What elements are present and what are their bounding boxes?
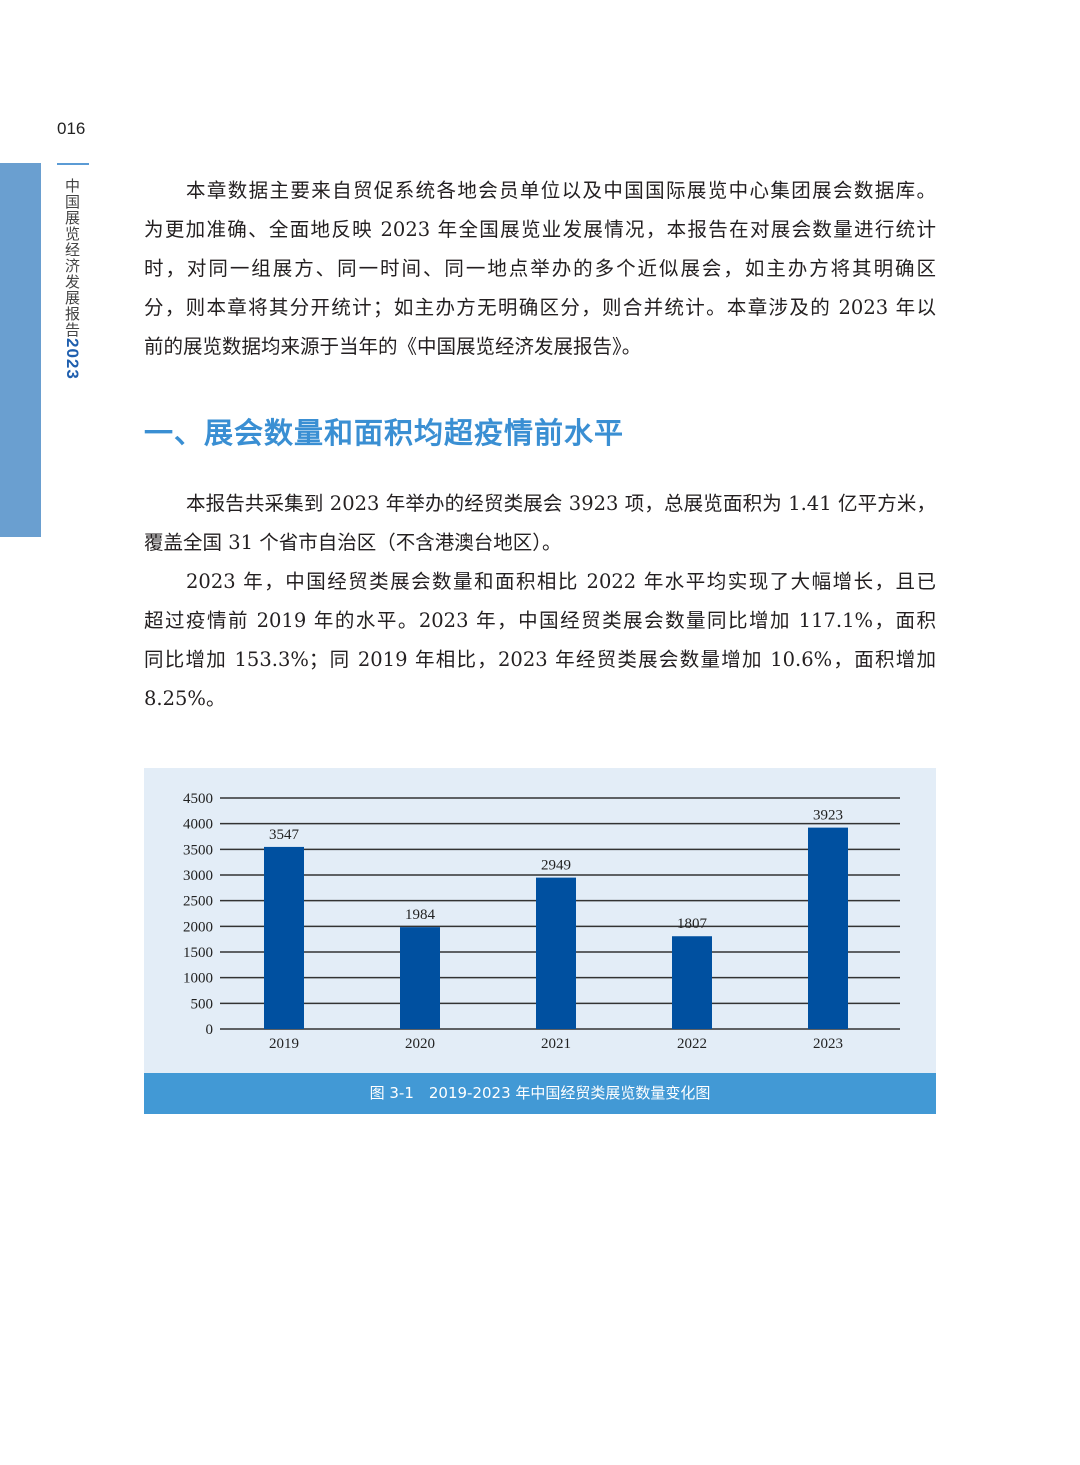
bar-2022 xyxy=(672,936,712,1029)
y-tick-label: 500 xyxy=(191,996,214,1012)
bar-2019 xyxy=(264,846,304,1029)
bar-chart: 0 500 1000 1500 2000 2500 3000 3500 4000 4500 3547… xyxy=(183,791,900,1052)
bar-2023 xyxy=(808,827,848,1029)
text-line: 同比增加 153.3%；同 2019 年相比，2023 年经贸类展会数量增加 1… xyxy=(144,648,936,671)
y-tick-label: 4000 xyxy=(183,817,213,833)
text-line: 超过疫情前 2019 年的水平。2023 年，中国经贸类展会数量同比增加 117… xyxy=(144,609,936,632)
y-tick-label: 1000 xyxy=(183,971,213,987)
x-tick-label: 2023 xyxy=(813,1036,843,1052)
text-line: 前的展览数据均来源于当年的《中国展览经济发展报告》。 xyxy=(144,335,642,358)
data-label: 2949 xyxy=(541,858,571,874)
data-label: 1984 xyxy=(405,907,436,923)
data-label: 3923 xyxy=(813,808,843,824)
y-tick-label: 3000 xyxy=(183,868,213,884)
section-heading: 一、展会数量和面积均超疫情前水平 xyxy=(144,416,625,450)
data-label: 1807 xyxy=(677,916,708,932)
y-tick-label: 3500 xyxy=(183,842,213,858)
text-line: 分，则本章将其分开统计；如主办方无明确区分，则合并统计。本章涉及的 2023 年… xyxy=(144,296,936,319)
text-line: 本章数据主要来自贸促系统各地会员单位以及中国国际展览中心集团展会数据库。 xyxy=(186,179,936,202)
data-label: 3547 xyxy=(269,827,300,843)
text-line: 2023 年，中国经贸类展会数量和面积相比 2022 年水平均实现了大幅增长，且… xyxy=(186,570,936,593)
text-line: 8.25%。 xyxy=(144,687,226,710)
x-tick-label: 2020 xyxy=(405,1036,435,1052)
x-tick-label: 2022 xyxy=(677,1036,707,1052)
running-title-year: 2023 xyxy=(63,338,82,380)
y-tick-label: 2000 xyxy=(183,919,213,935)
text-line: 覆盖全国 31 个省市自治区（不含港澳台地区）。 xyxy=(144,531,562,554)
page-number-rule xyxy=(57,163,89,165)
figure-caption: 图 3-1 2019-2023 年中国经贸类展览数量变化图 xyxy=(144,1073,936,1114)
y-tick-label: 2500 xyxy=(183,894,213,910)
y-tick-label: 4500 xyxy=(183,791,213,807)
text-line: 本报告共采集到 2023 年举办的经贸类展会 3923 项，总展览面积为 1.4… xyxy=(186,492,936,515)
x-tick-label: 2019 xyxy=(269,1036,299,1052)
paragraph-growth: 2023 年，中国经贸类展会数量和面积相比 2022 年水平均实现了大幅增长，且… xyxy=(144,562,936,718)
bar-2021 xyxy=(536,877,576,1029)
side-color-bar xyxy=(0,163,41,537)
text-line: 时，对同一组展方、同一时间、同一地点举办的多个近似展会，如主办方将其明确区 xyxy=(144,257,936,280)
x-tick-label: 2021 xyxy=(541,1036,571,1052)
running-title: 中国展览经济发展报告2023 xyxy=(62,178,83,380)
paragraph-summary: 本报告共采集到 2023 年举办的经贸类展会 3923 项，总展览面积为 1.4… xyxy=(144,484,936,562)
y-tick-label: 1500 xyxy=(183,945,213,961)
paragraph-data-source: 本章数据主要来自贸促系统各地会员单位以及中国国际展览中心集团展会数据库。为更加准… xyxy=(144,171,936,366)
running-title-text: 中国展览经济发展报告 xyxy=(63,178,81,338)
bar-2020 xyxy=(400,927,440,1029)
y-tick-label: 0 xyxy=(206,1022,214,1038)
text-line: 为更加准确、全面地反映 2023 年全国展览业发展情况，本报告在对展会数量进行统… xyxy=(144,218,936,241)
page-number: 016 xyxy=(57,119,86,138)
